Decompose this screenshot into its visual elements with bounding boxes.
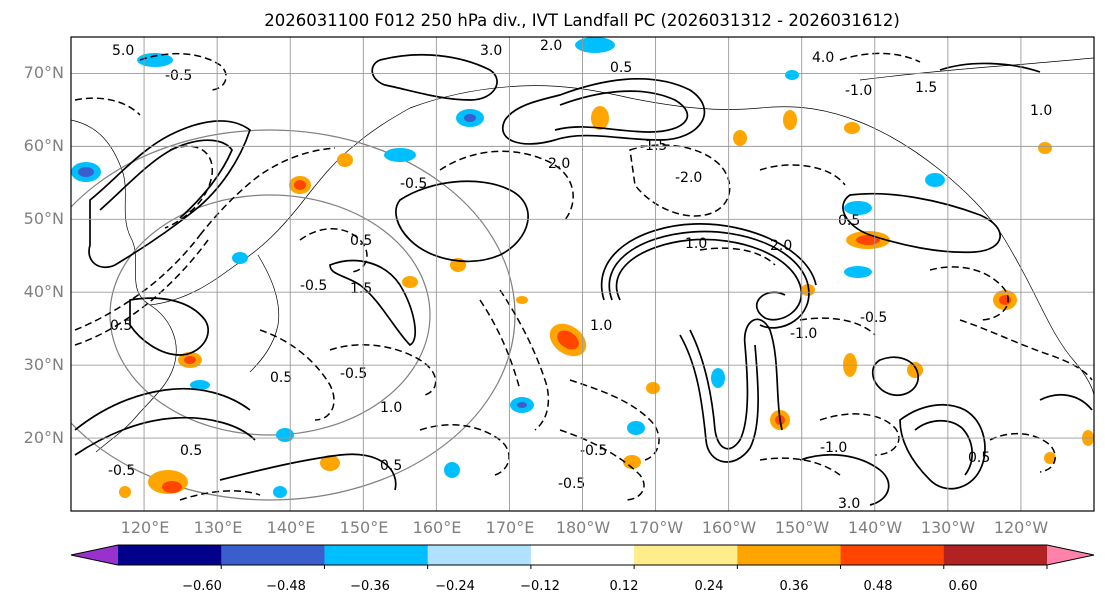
- contour-label: 0.5: [110, 318, 132, 334]
- lon-label: 120°E: [121, 518, 170, 537]
- contour-label: -1.0: [845, 83, 872, 99]
- contour-label: 0.5: [610, 60, 632, 76]
- divergence-shading: [71, 37, 1094, 498]
- contour-label: 0.5: [270, 370, 292, 386]
- lon-label: 140°E: [267, 518, 316, 537]
- colorbar-tick-label: −0.48: [266, 579, 306, 594]
- contour-label: 5.0: [112, 43, 134, 59]
- colorbar-outline: [70, 544, 1095, 566]
- map-frame: [70, 36, 1095, 512]
- colorbar-tick-label: 0.24: [695, 579, 724, 594]
- lon-label: 150°E: [340, 518, 389, 537]
- contour-label: 2.0: [770, 238, 792, 254]
- colorbar-swatch: [71, 545, 118, 565]
- lon-label: 120°W: [994, 518, 1049, 537]
- contour-label: -0.5: [558, 476, 585, 492]
- lat-label: 50°N: [24, 209, 64, 228]
- colorbar-swatch: [737, 545, 842, 565]
- contour-labels: 5.0 3.0 2.0 -0.5 0.5 1.0 1.5 4.0 -1.0 -1…: [108, 38, 1052, 512]
- contour-label: 0.5: [180, 443, 202, 459]
- contour-label: 3.0: [838, 496, 860, 512]
- lat-label: 60°N: [24, 136, 64, 155]
- lon-label: 180°W: [556, 518, 611, 537]
- contour-label: 1.0: [590, 318, 612, 334]
- colorbar-swatches: [70, 544, 1095, 569]
- contour-label: 3.0: [480, 43, 502, 59]
- colorbar-swatch: [427, 545, 532, 565]
- colorbar-swatch: [221, 545, 325, 565]
- contour-label: 1.5: [915, 80, 937, 96]
- map-panel: 5.0 3.0 2.0 -0.5 0.5 1.0 1.5 4.0 -1.0 -1…: [70, 36, 1095, 512]
- contour-label: 0.5: [838, 213, 860, 229]
- contour-label: -0.5: [860, 310, 887, 326]
- range-rings: [71, 129, 516, 501]
- contour-label: -0.5: [108, 463, 135, 479]
- longitude-labels: 120°E 130°E 140°E 150°E 160°E 170°E 180°…: [121, 518, 1049, 537]
- lat-label: 30°N: [24, 355, 64, 374]
- contour-label: 0.5: [350, 233, 372, 249]
- lon-label: 170°E: [486, 518, 535, 537]
- colorbar-tick-label: 0.48: [864, 579, 893, 594]
- colorbar-swatch: [530, 545, 635, 565]
- lon-label: 160°E: [413, 518, 462, 537]
- colorbar-tick-label: 0.12: [610, 579, 639, 594]
- lon-label: 150°W: [775, 518, 830, 537]
- gridlines: [71, 37, 1094, 511]
- colorbar-swatch: [634, 545, 738, 565]
- figure-title: 2026031100 F012 250 hPa div., IVT Landfa…: [264, 11, 900, 30]
- colorbar-tick-labels: −0.60 −0.48 −0.36 −0.24 −0.12 0.12 0.24 …: [182, 579, 977, 594]
- contour-label: 4.0: [812, 50, 834, 66]
- contour-label: -0.5: [300, 278, 327, 294]
- lon-label: 160°W: [702, 518, 757, 537]
- solid-contours: [74, 53, 1093, 506]
- contour-label: -1.0: [790, 326, 817, 342]
- colorbar-swatch: [324, 545, 429, 565]
- contour-label: 2.0: [548, 156, 570, 172]
- lat-label: 40°N: [24, 282, 64, 301]
- contour-label: 2.0: [540, 38, 562, 54]
- contour-label: -2.0: [675, 170, 702, 186]
- contour-label: -0.5: [580, 443, 607, 459]
- colorbar-swatch: [118, 545, 222, 565]
- contour-label: 1.0: [380, 400, 402, 416]
- lat-label: 70°N: [24, 63, 64, 82]
- colorbar: −0.60 −0.48 −0.36 −0.24 −0.12 0.12 0.24 …: [70, 544, 1095, 594]
- contour-label: 1.5: [350, 281, 372, 297]
- colorbar-tick-label: −0.24: [435, 579, 475, 594]
- lat-label: 20°N: [24, 428, 64, 447]
- contour-label: -0.5: [400, 176, 427, 192]
- contour-label: 1.0: [1030, 103, 1052, 119]
- contour-label: -0.5: [165, 68, 192, 84]
- colorbar-tick-label: −0.36: [350, 579, 390, 594]
- lon-label: 130°E: [194, 518, 243, 537]
- colorbar-tick-label: 0.60: [949, 579, 978, 594]
- latitude-labels: 70°N 60°N 50°N 40°N 30°N 20°N: [24, 63, 64, 447]
- contour-label: -1.0: [820, 440, 847, 456]
- colorbar-tick-label: 0.36: [780, 579, 809, 594]
- contour-label: 0.5: [968, 450, 990, 466]
- lon-label: 140°W: [848, 518, 903, 537]
- lon-label: 170°W: [629, 518, 684, 537]
- colorbar-tick-label: −0.12: [520, 579, 560, 594]
- contour-label: 1.0: [685, 236, 707, 252]
- contour-label: 0.5: [380, 458, 402, 474]
- contour-label: -0.5: [340, 366, 367, 382]
- colorbar-swatch: [943, 545, 1048, 565]
- colorbar-tick-label: −0.60: [182, 579, 222, 594]
- colorbar-swatch: [840, 545, 945, 565]
- lon-label: 130°W: [921, 518, 976, 537]
- dashed-contours: [74, 52, 1093, 501]
- colorbar-swatch: [1047, 545, 1094, 565]
